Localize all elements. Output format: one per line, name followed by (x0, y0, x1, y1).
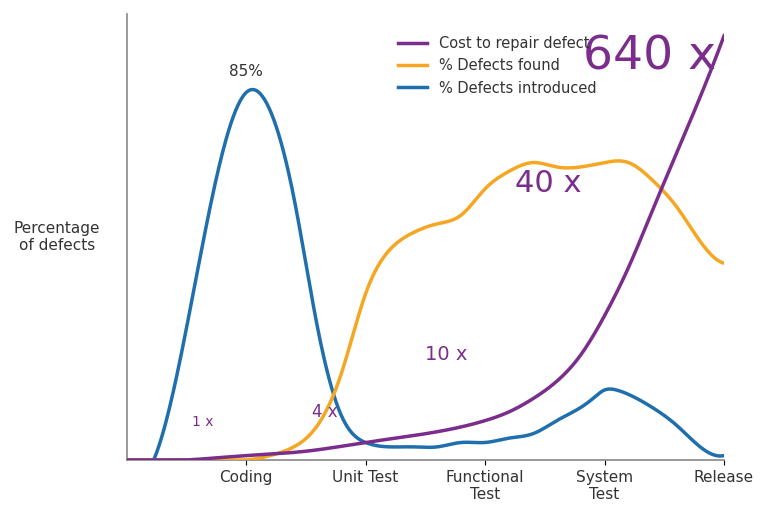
Y-axis label: Percentage
of defects: Percentage of defects (14, 221, 101, 253)
Text: 10 x: 10 x (425, 345, 468, 364)
Text: 4 x: 4 x (312, 402, 337, 421)
Text: 40 x: 40 x (515, 169, 581, 198)
Text: 640 x: 640 x (583, 35, 717, 79)
Text: 1 x: 1 x (192, 415, 214, 429)
Text: 85%: 85% (229, 64, 263, 79)
Legend: Cost to repair defect, % Defects found, % Defects introduced: Cost to repair defect, % Defects found, … (392, 30, 602, 101)
